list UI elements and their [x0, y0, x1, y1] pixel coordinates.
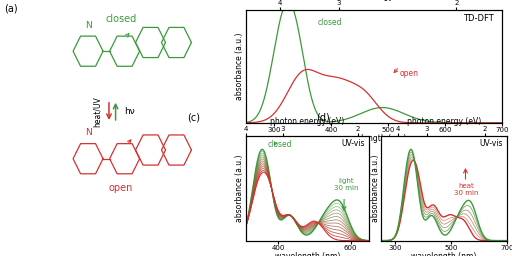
Text: light
30 min: light 30 min [334, 178, 359, 191]
Text: open: open [109, 183, 133, 193]
X-axis label: wavelength (nm): wavelength (nm) [274, 252, 340, 256]
Text: hν: hν [124, 107, 135, 116]
Text: UV-vis: UV-vis [342, 139, 365, 148]
X-axis label: wavelength (nm): wavelength (nm) [341, 134, 407, 143]
Text: heat/UV: heat/UV [92, 96, 101, 127]
Text: closed: closed [105, 14, 137, 24]
Text: open: open [399, 69, 418, 78]
X-axis label: photon energy (eV): photon energy (eV) [336, 0, 411, 1]
Text: N: N [84, 129, 92, 137]
Text: TD-DFT: TD-DFT [463, 14, 494, 23]
Y-axis label: absorbance (a.u.): absorbance (a.u.) [236, 154, 244, 222]
Y-axis label: absorbance (a.u.): absorbance (a.u.) [371, 154, 380, 222]
X-axis label: photon energy (eV): photon energy (eV) [270, 117, 345, 126]
Text: (a): (a) [5, 4, 18, 14]
Text: closed: closed [268, 140, 292, 149]
Y-axis label: absorbance (a.u.): absorbance (a.u.) [236, 33, 244, 100]
Text: (c): (c) [187, 113, 200, 123]
Text: closed: closed [317, 18, 342, 27]
X-axis label: photon energy (eV): photon energy (eV) [407, 117, 481, 126]
X-axis label: wavelength (nm): wavelength (nm) [412, 252, 477, 256]
Text: UV-vis: UV-vis [480, 139, 503, 148]
Text: (d): (d) [316, 113, 330, 123]
Text: N: N [84, 21, 92, 30]
Text: heat
30 min: heat 30 min [455, 183, 479, 196]
